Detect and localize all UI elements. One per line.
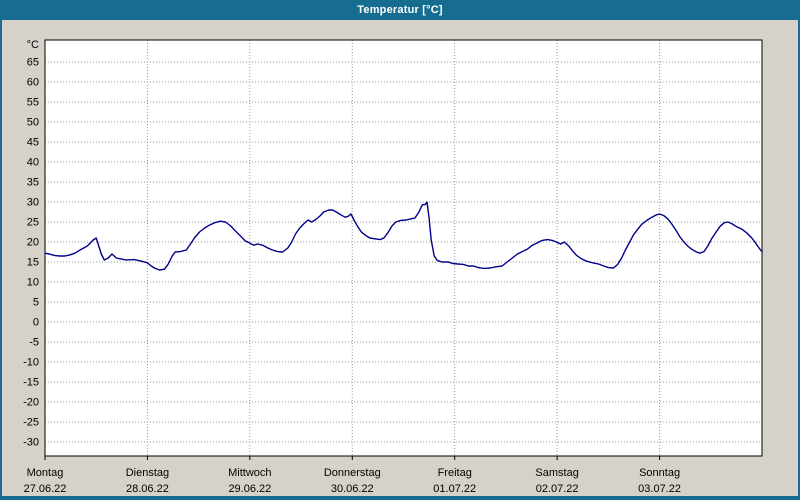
- x-day-label: Samstag: [535, 467, 578, 479]
- x-date-label: 01.07.22: [433, 483, 476, 495]
- x-date-label: 28.06.22: [126, 483, 169, 495]
- x-day-label: Freitag: [438, 467, 472, 479]
- y-tick-label: -10: [23, 357, 39, 369]
- window-edge-left: [0, 0, 2, 500]
- x-date-label: 27.06.22: [24, 483, 67, 495]
- y-tick-label: 30: [27, 197, 39, 209]
- x-date-label: 29.06.22: [228, 483, 271, 495]
- x-day-label: Donnerstag: [324, 467, 381, 479]
- y-tick-label: 0: [33, 317, 39, 329]
- x-date-label: 30.06.22: [331, 483, 374, 495]
- y-tick-label: 10: [27, 277, 39, 289]
- y-tick-label: -15: [23, 377, 39, 389]
- y-tick-label: -20: [23, 397, 39, 409]
- x-date-label: 02.07.22: [536, 483, 579, 495]
- x-day-label: Dienstag: [126, 467, 169, 479]
- temperature-chart: 65605550454035302520151050-5-10-15-20-25…: [23, 39, 763, 495]
- window-title: Temperatur [°C]: [357, 4, 443, 16]
- y-tick-label: 50: [27, 117, 39, 129]
- plot-background: [45, 40, 762, 456]
- y-tick-label: 20: [27, 237, 39, 249]
- y-axis-unit-label: °C: [27, 39, 39, 51]
- window-title-bar[interactable]: Temperatur [°C]: [0, 0, 800, 20]
- window-edge-bottom: [0, 496, 800, 500]
- y-tick-label: 25: [27, 217, 39, 229]
- y-tick-label: 15: [27, 257, 39, 269]
- y-tick-label: 55: [27, 97, 39, 109]
- y-tick-label: 45: [27, 137, 39, 149]
- plot-border: [44, 39, 763, 457]
- window-edge-right: [798, 0, 800, 500]
- x-day-label: Mittwoch: [228, 467, 271, 479]
- temperature-line: [44, 201, 763, 271]
- y-tick-label: 60: [27, 77, 39, 89]
- y-tick-label: -30: [23, 437, 39, 449]
- x-date-label: 03.07.22: [638, 483, 681, 495]
- x-day-label: Sonntag: [639, 467, 680, 479]
- chart-area: 65 60 55 50 45 40 35 30 25 20 15 10 5 0 -5 -10 -15 -20 -25…: [0, 20, 800, 496]
- x-day-label: Montag: [27, 467, 64, 479]
- y-tick-label: 35: [27, 177, 39, 189]
- y-tick-label: -5: [29, 337, 39, 349]
- y-tick-label: -25: [23, 417, 39, 429]
- y-tick-label: 5: [33, 297, 39, 309]
- y-tick-label: 40: [27, 157, 39, 169]
- y-tick-label: 65: [27, 57, 39, 69]
